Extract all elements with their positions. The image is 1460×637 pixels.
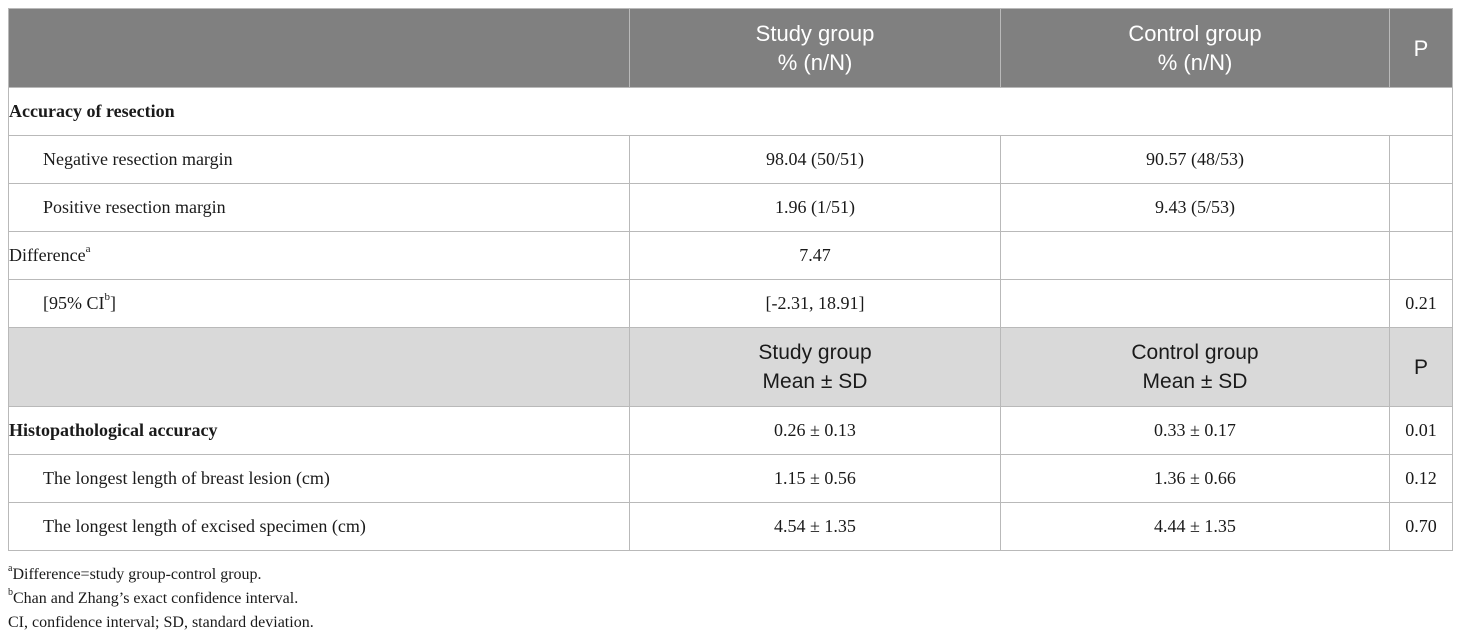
ci-label-pre: [95% CI bbox=[43, 293, 105, 313]
header-control-line1: Control group bbox=[1128, 21, 1262, 46]
footnote-marker: a bbox=[85, 243, 91, 255]
footnote-text: Chan and Zhang’s exact confidence interv… bbox=[13, 590, 299, 607]
control-value bbox=[1000, 231, 1390, 280]
subheader-p: P bbox=[1389, 327, 1453, 407]
row-label: Positive resection margin bbox=[8, 183, 630, 232]
table-row: The longest length of breast lesion (cm)… bbox=[8, 454, 1453, 503]
footnote: CI, confidence interval; SD, standard de… bbox=[8, 611, 314, 635]
p-value: 0.01 bbox=[1389, 406, 1453, 455]
table-row: Positive resection margin 1.96 (1/51) 9.… bbox=[8, 183, 1453, 232]
study-value: [-2.31, 18.91] bbox=[629, 279, 1001, 328]
results-table: Study group % (n/N) Control group % (n/N… bbox=[8, 8, 1453, 551]
footnote-marker: a bbox=[8, 562, 13, 574]
header-study-line2: % (n/N) bbox=[777, 50, 853, 75]
p-value bbox=[1389, 183, 1453, 232]
subheader-study-group: Study group Mean ± SD bbox=[629, 327, 1001, 407]
study-value: 0.26 ± 0.13 bbox=[629, 406, 1001, 455]
p-value: 0.70 bbox=[1389, 502, 1453, 551]
study-value: 98.04 (50/51) bbox=[629, 135, 1001, 184]
control-value: 9.43 (5/53) bbox=[1000, 183, 1390, 232]
table-row: Differencea 7.47 bbox=[8, 231, 1453, 280]
header-study-line1: Study group bbox=[755, 21, 875, 46]
subheader-blank-cell bbox=[8, 327, 630, 407]
footnote-text: CI, confidence interval; SD, standard de… bbox=[8, 614, 314, 631]
header-blank-cell bbox=[8, 8, 630, 88]
header-p: P bbox=[1389, 8, 1453, 88]
control-value: 1.36 ± 0.66 bbox=[1000, 454, 1390, 503]
p-value bbox=[1389, 135, 1453, 184]
row-label-difference: Differencea bbox=[8, 231, 630, 280]
footnote: aDifference=study group-control group. bbox=[8, 563, 314, 587]
control-value: 0.33 ± 0.17 bbox=[1000, 406, 1390, 455]
table-row: Negative resection margin 98.04 (50/51) … bbox=[8, 135, 1453, 184]
control-value bbox=[1000, 279, 1390, 328]
subheader-control-line1: Control group bbox=[1131, 341, 1259, 364]
study-value: 1.15 ± 0.56 bbox=[629, 454, 1001, 503]
header-study-group: Study group % (n/N) bbox=[629, 8, 1001, 88]
footnotes: aDifference=study group-control group. b… bbox=[8, 563, 314, 635]
study-value: 4.54 ± 1.35 bbox=[629, 502, 1001, 551]
header-control-line2: % (n/N) bbox=[1157, 50, 1233, 75]
subheader-study-line1: Study group bbox=[758, 341, 872, 364]
row-label: The longest length of breast lesion (cm) bbox=[8, 454, 630, 503]
header-row: Study group % (n/N) Control group % (n/N… bbox=[8, 8, 1453, 88]
control-value: 4.44 ± 1.35 bbox=[1000, 502, 1390, 551]
difference-label: Difference bbox=[9, 245, 86, 265]
p-value bbox=[1389, 231, 1453, 280]
row-label: Negative resection margin bbox=[8, 135, 630, 184]
footnote: bChan and Zhang’s exact confidence inter… bbox=[8, 587, 314, 611]
table-row: Histopathological accuracy 0.26 ± 0.13 0… bbox=[8, 406, 1453, 455]
section-title-histopathological-accuracy: Histopathological accuracy bbox=[8, 406, 630, 455]
section-row: Accuracy of resection bbox=[8, 87, 1453, 136]
p-value: 0.12 bbox=[1389, 454, 1453, 503]
table-row: The longest length of excised specimen (… bbox=[8, 502, 1453, 551]
table-row: [95% CIb] [-2.31, 18.91] 0.21 bbox=[8, 279, 1453, 328]
subheader-row: Study group Mean ± SD Control group Mean… bbox=[8, 327, 1453, 407]
footnote-marker: b bbox=[8, 586, 13, 598]
footnote-marker: b bbox=[104, 291, 111, 303]
study-value: 1.96 (1/51) bbox=[629, 183, 1001, 232]
p-value: 0.21 bbox=[1389, 279, 1453, 328]
footnote-text: Difference=study group-control group. bbox=[12, 566, 262, 583]
header-control-group: Control group % (n/N) bbox=[1000, 8, 1390, 88]
subheader-control-group: Control group Mean ± SD bbox=[1000, 327, 1390, 407]
subheader-study-line2: Mean ± SD bbox=[762, 370, 868, 393]
control-value: 90.57 (48/53) bbox=[1000, 135, 1390, 184]
ci-label-post: ] bbox=[110, 293, 116, 313]
section-title-accuracy-of-resection: Accuracy of resection bbox=[8, 87, 1453, 136]
row-label: The longest length of excised specimen (… bbox=[8, 502, 630, 551]
study-value: 7.47 bbox=[629, 231, 1001, 280]
row-label-ci: [95% CIb] bbox=[8, 279, 630, 328]
subheader-control-line2: Mean ± SD bbox=[1142, 370, 1248, 393]
